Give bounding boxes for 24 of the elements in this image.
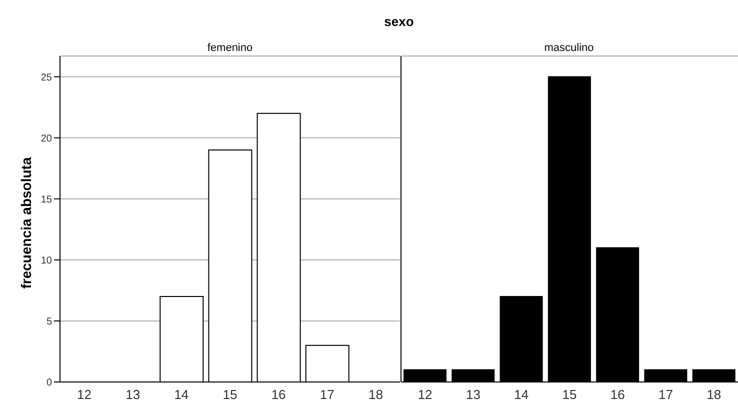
y-tick-label: 0 bbox=[46, 378, 52, 389]
y-tick-label: 20 bbox=[40, 133, 52, 144]
y-axis-title: frecuencia absoluta bbox=[18, 157, 34, 289]
x-tick-label: 17 bbox=[320, 387, 334, 402]
x-tick-label: 14 bbox=[514, 387, 529, 402]
x-tick-label: 14 bbox=[174, 387, 189, 402]
x-tick-label: 16 bbox=[271, 387, 286, 402]
text: sexo bbox=[383, 14, 415, 29]
chart-title: masculino bbox=[543, 42, 595, 54]
x-tick-label: 13 bbox=[126, 387, 140, 402]
x-tick-label: 18 bbox=[368, 387, 383, 402]
y-tick-label: 10 bbox=[40, 255, 52, 266]
x-tick-label: 12 bbox=[418, 387, 432, 402]
y-tick-label: 15 bbox=[40, 194, 52, 206]
x-tick-label: 18 bbox=[706, 387, 722, 402]
y-tick-label: 5 bbox=[46, 316, 52, 328]
x-tick-label: 12 bbox=[77, 387, 92, 402]
y-tick-label: 25 bbox=[40, 72, 52, 84]
chart-title: femenino bbox=[206, 42, 254, 54]
x-tick-label: 13 bbox=[466, 387, 480, 402]
x-tick-label: 15 bbox=[222, 387, 238, 402]
x-tick-label: 15 bbox=[562, 387, 577, 402]
x-tick-label: 16 bbox=[610, 387, 625, 402]
x-tick-label: 17 bbox=[658, 387, 674, 402]
